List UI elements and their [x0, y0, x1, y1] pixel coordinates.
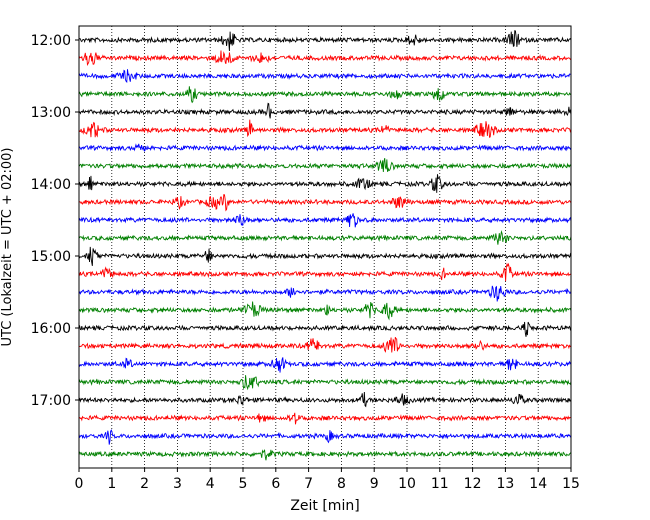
y-tick-label: 16:00: [31, 321, 71, 337]
seismic-trace: [78, 301, 572, 321]
x-tick-label: 2: [140, 476, 149, 492]
seismic-trace: [78, 30, 572, 52]
seismic-trace: [78, 213, 572, 228]
seismic-trace: [78, 246, 572, 266]
seismic-trace: [78, 449, 572, 461]
seismic-trace: [78, 321, 572, 337]
seismic-trace: [78, 285, 572, 302]
plot-background: [79, 26, 571, 468]
seismic-trace: [78, 229, 572, 245]
x-tick-label: 10: [398, 476, 416, 492]
seismic-trace: [78, 262, 572, 282]
x-tick-label: 1: [107, 476, 116, 492]
seismic-trace: [78, 158, 572, 172]
x-tick-label: 9: [370, 476, 379, 492]
seismic-trace: [78, 391, 572, 408]
y-tick-label: 14:00: [31, 177, 71, 193]
seismic-trace: [78, 119, 572, 138]
x-tick-label: 14: [529, 476, 547, 492]
x-tick-label: 11: [431, 476, 449, 492]
seismic-trace: [78, 69, 572, 84]
x-tick-label: 13: [496, 476, 514, 492]
seismic-trace: [78, 336, 572, 353]
seismic-trace: [78, 357, 572, 373]
y-tick-label: 12:00: [31, 33, 71, 49]
y-axis-label: UTC (Lokalzeit = UTC + 02:00): [0, 148, 15, 347]
y-axis-ticks: 12:00 13:00 14:00 15:00 16:00 17:00: [31, 33, 79, 409]
x-tick-label: 7: [304, 476, 313, 492]
seismic-traces: [78, 30, 572, 461]
seismic-trace: [78, 194, 572, 212]
y-tick-label: 17:00: [31, 393, 71, 409]
x-tick-label: 4: [206, 476, 215, 492]
x-tick-label: 12: [464, 476, 482, 492]
x-tick-label: 8: [337, 476, 346, 492]
seismic-trace: [78, 143, 572, 152]
seismic-trace: [78, 102, 572, 119]
x-tick-label: 0: [75, 476, 84, 492]
seismic-trace: [78, 429, 572, 445]
x-tick-label: 6: [271, 476, 280, 492]
seismic-trace: [78, 174, 572, 193]
x-tick-label: 15: [562, 476, 580, 492]
y-tick-label: 13:00: [31, 105, 71, 121]
seismic-trace: [78, 375, 572, 391]
x-axis-label: Zeit [min]: [290, 498, 359, 514]
x-axis-ticks: 0 1 2 3 4 5 6 7 8 9 10 11 12 13 14 15: [75, 468, 580, 492]
seismic-trace: [78, 86, 572, 104]
plot-frame: [78, 25, 572, 469]
seismic-trace: [78, 412, 572, 425]
x-tick-label: 3: [173, 476, 182, 492]
seismic-trace: [78, 50, 572, 66]
y-tick-label: 15:00: [31, 249, 71, 265]
x-tick-label: 5: [239, 476, 248, 492]
